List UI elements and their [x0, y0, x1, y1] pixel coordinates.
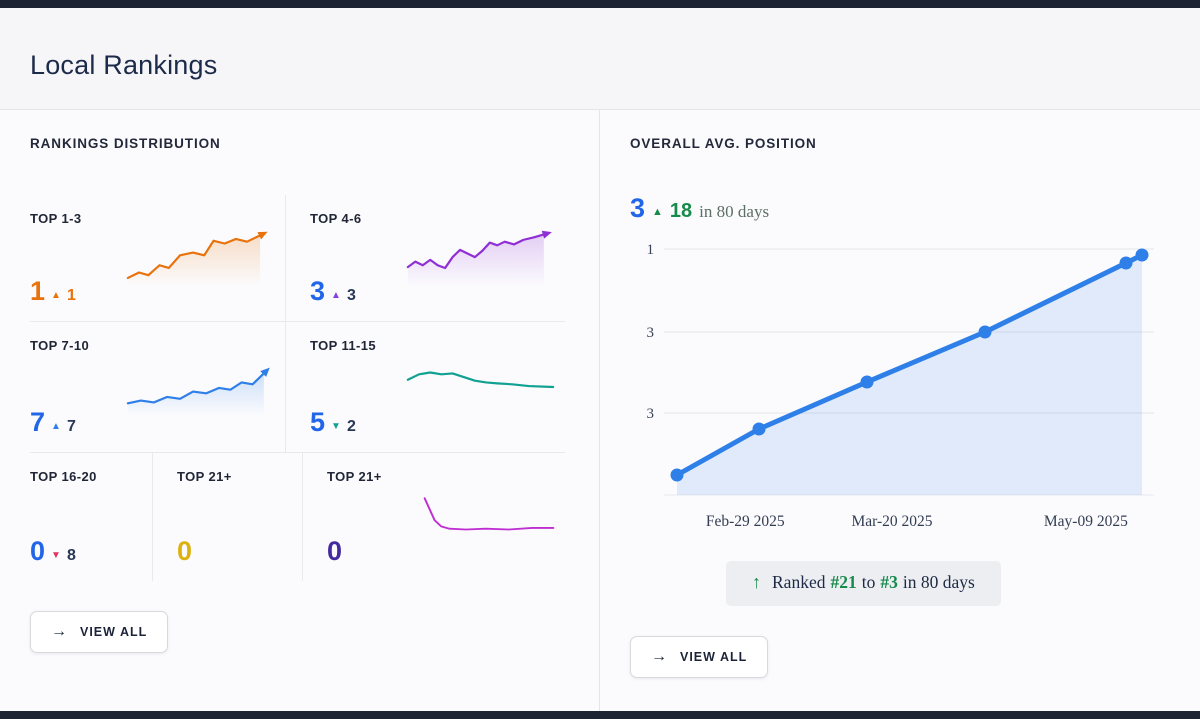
card-delta: 2	[346, 418, 356, 435]
card-delta: 3	[346, 287, 356, 304]
ranking-card-top-11-15: TOP 11-15 5 ▼ 2	[285, 322, 565, 452]
card-label: TOP 11-15	[310, 338, 376, 353]
card-label: TOP 7-10	[30, 338, 90, 353]
overall-position-delta: 18	[669, 200, 693, 222]
overall-position-value: 3	[630, 193, 646, 223]
card-label: TOP 21+	[177, 469, 232, 484]
card-stat: 5 ▼ 2	[310, 409, 396, 436]
overall-position-period: in 80 days	[699, 202, 770, 221]
right-panel-header: OVERALL AVG. POSITION	[630, 136, 817, 151]
rankings-row-2: TOP 7-10 7 ▲ 7 TOP 11-15	[30, 322, 565, 452]
view-all-label: VIEW ALL	[680, 650, 748, 664]
ranking-card-top-4-6: TOP 4-6 3 ▲ 3	[285, 195, 565, 321]
card-stat: 0 ▼ 8	[30, 538, 116, 565]
svg-text:3: 3	[647, 325, 655, 341]
card-stat: 1 ▲ 1	[30, 278, 116, 305]
rankings-row-3: TOP 16-20 0 ▼ 8 TOP 21+	[30, 453, 565, 581]
ranking-card-top-21-plus-a: TOP 21+ 0	[152, 453, 302, 581]
card-info: TOP 4-6 3 ▲ 3	[310, 211, 396, 305]
window-top-edge	[0, 0, 1200, 8]
card-delta: 8	[66, 547, 76, 564]
trend-arrow-icon: ▲	[331, 290, 341, 301]
card-value: 3	[310, 276, 326, 306]
card-info: TOP 16-20 0 ▼ 8	[30, 469, 116, 565]
arrow-right-icon: →	[51, 623, 68, 640]
card-delta: 7	[66, 418, 76, 435]
sparkline-chart	[406, 229, 555, 287]
avg-position-chart: 1 3 3	[630, 237, 1154, 505]
badge-suffix: in 80 days	[902, 572, 975, 592]
overall-avg-position-panel: OVERALL AVG. POSITION 3 ▲ 18 in 80 days …	[600, 110, 1200, 711]
card-value: 5	[310, 407, 326, 437]
rankings-distribution-panel: RANKINGS DISTRIBUTION TOP 1-3 1 ▲ 1	[0, 110, 600, 711]
card-info: TOP 1-3 1 ▲ 1	[30, 211, 116, 305]
card-value: 0	[177, 536, 193, 566]
trend-up-icon: ▲	[652, 206, 663, 218]
card-stat: 3 ▲ 3	[310, 278, 396, 305]
ranking-card-top-21-plus-b: TOP 21+ 0	[302, 453, 565, 581]
svg-text:1: 1	[647, 242, 655, 258]
card-value: 1	[30, 276, 46, 306]
svg-text:3: 3	[647, 406, 655, 422]
sparkline-chart	[126, 358, 275, 416]
x-axis-label: May-09 2025	[1043, 513, 1128, 530]
badge-mid: to	[861, 572, 876, 592]
x-axis-label: Mar-20 2025	[851, 513, 933, 530]
rankings-row-1: TOP 1-3 1 ▲ 1 TOP 4-6	[30, 195, 565, 321]
card-info: TOP 7-10 7 ▲ 7	[30, 338, 116, 436]
card-label: TOP 16-20	[30, 469, 97, 484]
x-axis-label: Feb-29 2025	[705, 513, 785, 530]
card-label: TOP 21+	[327, 469, 382, 484]
view-all-positions-button[interactable]: → VIEW ALL	[630, 636, 769, 678]
card-info: TOP 11-15 5 ▼ 2	[310, 338, 396, 436]
left-panel-header: RANKINGS DISTRIBUTION	[30, 136, 221, 151]
ranking-card-top-16-20: TOP 16-20 0 ▼ 8	[30, 453, 152, 581]
sparkline-chart	[423, 492, 555, 542]
trend-arrow-icon: ▲	[51, 421, 61, 432]
arrow-right-icon: →	[651, 648, 668, 665]
page-header: Local Rankings	[0, 8, 1200, 110]
trend-arrow-icon: ▲	[51, 290, 61, 301]
card-value: 0	[327, 536, 343, 566]
rank-change-badge: ↑ Ranked #21 to #3 in 80 days	[726, 561, 1001, 606]
card-stat: 7 ▲ 7	[30, 409, 116, 436]
overall-position-stat: 3 ▲ 18 in 80 days	[630, 195, 1164, 223]
ranking-card-top-7-10: TOP 7-10 7 ▲ 7	[30, 322, 285, 452]
view-all-rankings-button[interactable]: → VIEW ALL	[30, 611, 169, 653]
view-all-label: VIEW ALL	[80, 625, 148, 639]
window-bottom-edge	[0, 711, 1200, 719]
card-label: TOP 4-6	[310, 211, 362, 226]
up-arrow-icon: ↑	[752, 572, 761, 592]
card-info: TOP 21+ 0	[327, 469, 413, 565]
row-divider	[30, 321, 565, 322]
card-value: 7	[30, 407, 46, 437]
card-stat: 0	[327, 538, 413, 565]
page-title: Local Rankings	[30, 50, 218, 80]
sparkline-chart	[126, 229, 275, 287]
sparkline-chart	[406, 358, 555, 416]
badge-from-rank: #21	[830, 572, 857, 592]
card-value: 0	[30, 536, 46, 566]
rankings-grid: TOP 1-3 1 ▲ 1 TOP 4-6	[30, 195, 565, 581]
rank-change-text: Ranked #21 to #3 in 80 days	[772, 572, 975, 593]
chart-x-axis: Feb-29 2025 Mar-20 2025 May-09 2025	[630, 505, 1154, 539]
line-chart-canvas: 1 3 3	[647, 242, 1154, 496]
card-label: TOP 1-3	[30, 211, 82, 226]
card-stat: 0	[177, 538, 263, 565]
badge-prefix: Ranked	[772, 572, 826, 592]
card-delta: 1	[66, 287, 76, 304]
card-info: TOP 21+ 0	[177, 469, 263, 565]
trend-arrow-icon: ▼	[331, 421, 341, 432]
badge-to-rank: #3	[880, 572, 898, 592]
trend-arrow-icon: ▼	[51, 550, 61, 561]
main-content: RANKINGS DISTRIBUTION TOP 1-3 1 ▲ 1	[0, 110, 1200, 711]
ranking-card-top-1-3: TOP 1-3 1 ▲ 1	[30, 195, 285, 321]
row-divider	[30, 452, 565, 453]
